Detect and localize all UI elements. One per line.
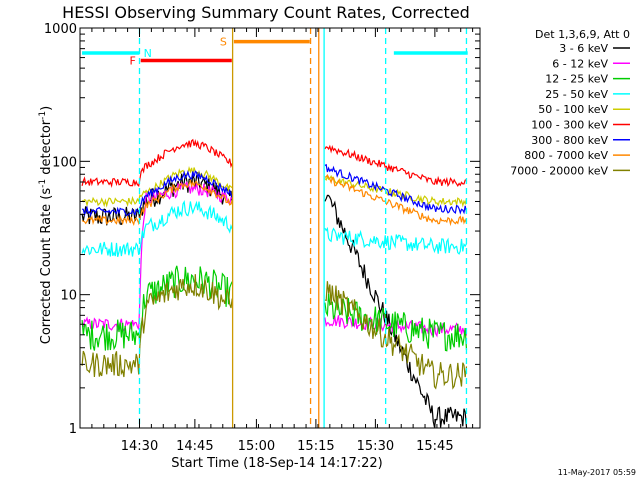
footer-date: 11-May-2017 05:59 [558, 468, 636, 477]
flag-label-s: S [220, 36, 227, 49]
flag-label-n: N [144, 47, 152, 60]
x-axis-label: Start Time (18-Sep-14 14:17:22) [171, 456, 382, 471]
legend-label: 800 - 7000 keV [524, 149, 608, 162]
legend-item: 6 - 12 keV [552, 57, 630, 70]
legend-item: 12 - 25 keV [545, 73, 630, 86]
plot-frame [79, 27, 481, 429]
series-line-7 [81, 163, 468, 217]
legend-label: 300 - 800 keV [531, 134, 608, 147]
legend-item: 50 - 100 keV [538, 103, 630, 116]
series-line-5 [81, 166, 468, 208]
legend-item: 3 - 6 keV [559, 42, 630, 55]
legend-label: 25 - 50 keV [545, 88, 608, 101]
chart-title: HESSI Observing Summary Count Rates, Cor… [62, 3, 470, 22]
flag-label-f: F [129, 55, 135, 68]
y-tick-label: 100 [52, 155, 77, 170]
y-tick-label: 1000 [44, 22, 77, 37]
y-axis-label: Corrected Count Rate (s-1 detector-1) [38, 106, 54, 344]
x-tick-label: 15:15 [297, 439, 334, 454]
y-tick-label: 10 [60, 289, 77, 304]
legend-label: 12 - 25 keV [545, 73, 608, 86]
axes: 14:30 14:45 15:00 15:15 15:30 15:45 1 10 100 1000 [44, 22, 480, 454]
series-group [81, 28, 468, 428]
series-line-8 [81, 173, 468, 227]
series-line-6 [81, 138, 467, 189]
legend-label: 50 - 100 keV [538, 103, 608, 116]
legend-item: 800 - 7000 keV [524, 149, 630, 162]
legend: Det 1,3,6,9, Att 0 3 - 6 keV 6 - 12 keV 12… [510, 28, 630, 177]
x-tick-label: 15:00 [238, 439, 275, 454]
legend-label: 3 - 6 keV [559, 42, 608, 55]
legend-header: Det 1,3,6,9, Att 0 [535, 28, 630, 41]
legend-item: 7000 - 20000 keV [510, 164, 630, 177]
series-line-9 [81, 274, 468, 390]
legend-item: 100 - 300 keV [531, 119, 630, 132]
x-tick-label: 14:45 [176, 439, 213, 454]
x-tick-label: 15:45 [416, 439, 453, 454]
legend-item: 300 - 800 keV [531, 134, 630, 147]
legend-label: 6 - 12 keV [552, 57, 608, 70]
y-tick-label: 1 [69, 422, 77, 437]
series-line-3 [81, 265, 468, 352]
legend-item: 25 - 50 keV [545, 88, 630, 101]
legend-label: 7000 - 20000 keV [510, 164, 608, 177]
series-line-4 [81, 200, 468, 257]
legend-label: 100 - 300 keV [531, 119, 608, 132]
x-tick-label: 15:30 [357, 439, 394, 454]
x-tick-label: 14:30 [121, 439, 158, 454]
